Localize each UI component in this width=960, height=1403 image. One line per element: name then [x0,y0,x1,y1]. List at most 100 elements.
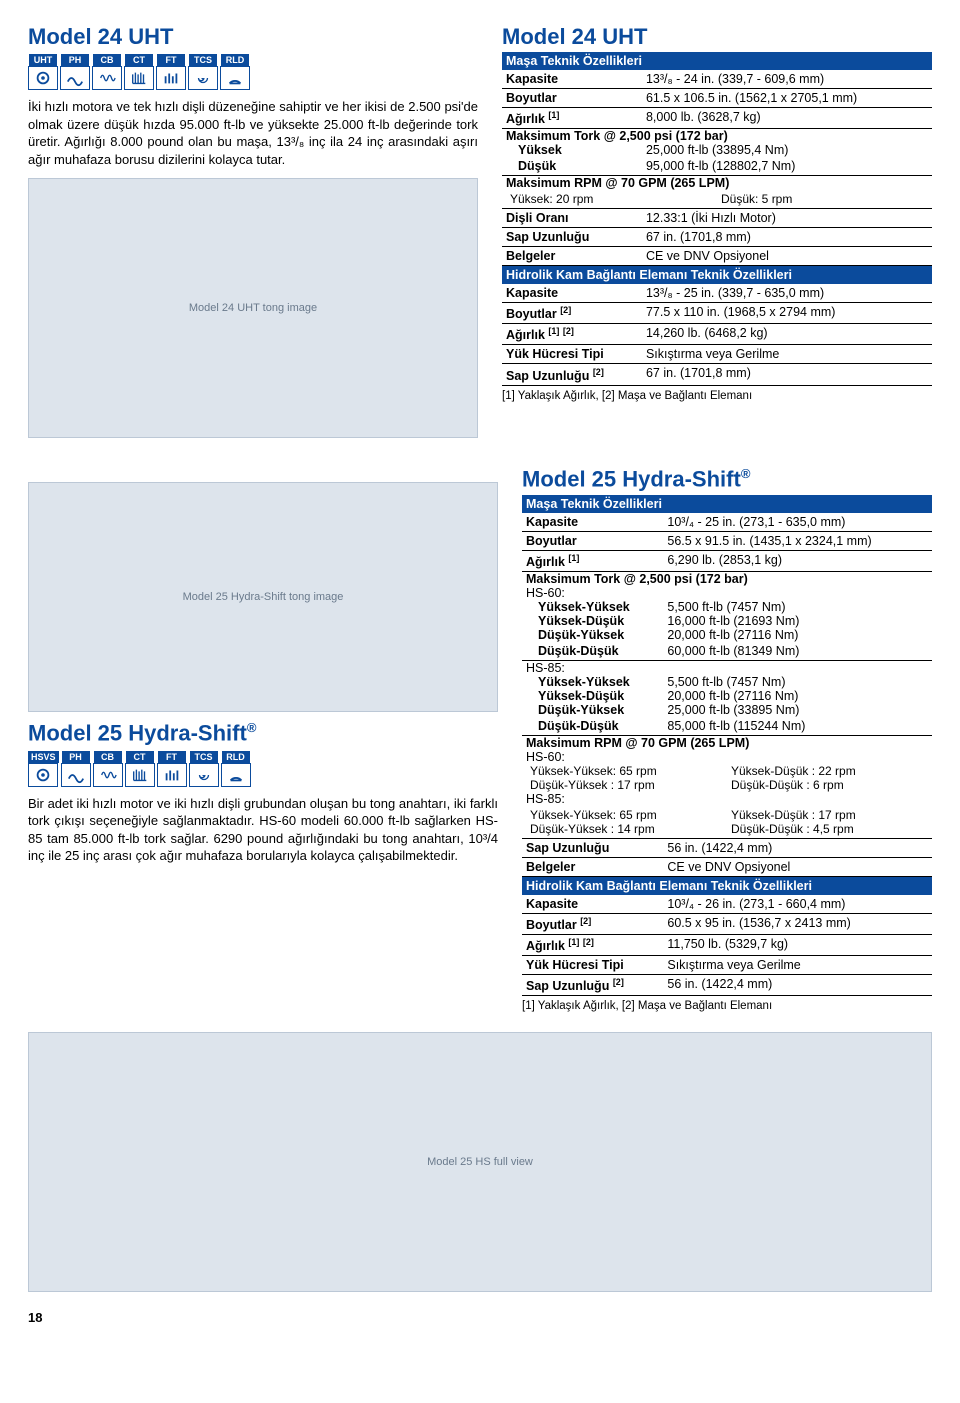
badge-ft: FT [157,751,187,787]
row-label: Boyutlar [2] [522,913,663,934]
badge-label: CB [93,54,121,66]
row-value: 6,290 lb. (2853,1 kg) [663,550,932,571]
table-row: Ağırlık [1] [2]14,260 lb. (6468,2 kg) [502,324,932,345]
table-row: Ağırlık [1]6,290 lb. (2853,1 kg) [522,550,932,571]
row-value: 8,000 lb. (3628,7 kg) [642,108,932,129]
table-row: BelgelerCE ve DNV Opsiyonel [522,857,932,876]
table-row: Düşük95,000 ft-lb (128802,7 Nm) [502,157,932,176]
row-label: Kapasite [522,895,663,914]
badge-tcs: TCS [189,751,219,787]
badge-rld: RLD [221,751,251,787]
coil-icon [92,66,122,90]
table-row: Yük Hücresi TipiSıkıştırma veya Gerilme [502,345,932,364]
row-label: Kapasite [502,284,642,303]
rpm-cell: Yüksek-Yüksek: 65 rpm [526,808,727,822]
badge-label: TCS [190,751,218,763]
table-row: Yüksek-Yüksek5,500 ft-lb (7457 Nm) [522,675,932,689]
bars-icon [157,763,187,787]
row-label: Düşük-Yüksek [522,628,663,642]
rpm-cell: Yüksek-Düşük : 22 rpm [727,764,928,778]
row-label: Ağırlık [1] [502,108,642,129]
row-label: Boyutlar [522,531,663,550]
badge-label: RLD [221,54,249,66]
row-value: 25,000 ft-lb (33895,4 Nm) [642,143,932,157]
table-row: Düşük-Düşük60,000 ft-lb (81349 Nm) [522,642,932,661]
table-row: Yüksek-Yüksek5,500 ft-lb (7457 Nm) [522,600,932,614]
row-value: 10³/₄ - 26 in. (273,1 - 660,4 mm) [663,895,932,914]
row-label: Yük Hücresi Tipi [502,345,642,364]
arc-icon [220,66,250,90]
badge-tcs: TCS [188,54,218,90]
spec1-torque-hdr: Maksimum Tork @ 2,500 psi (172 bar) [506,129,728,143]
table-row: BelgelerCE ve DNV Opsiyonel [502,247,932,266]
row-value: 67 in. (1701,8 mm) [642,228,932,247]
badge-hsvs: HSVS [28,751,59,787]
row-label: Yüksek-Düşük [522,689,663,703]
spiral-icon [188,66,218,90]
badge-label: CT [125,54,153,66]
table-row: Yüksek-Düşük20,000 ft-lb (27116 Nm) [522,689,932,703]
row-value: 11,750 lb. (5329,7 kg) [663,934,932,955]
wave-icon [60,66,90,90]
row-value: 56 in. (1422,4 mm) [663,974,932,995]
table-row: Boyutlar61.5 x 106.5 in. (1562,1 x 2705,… [502,89,932,108]
row-value: CE ve DNV Opsiyonel [663,857,932,876]
row-label: Belgeler [522,857,663,876]
spec2-header1: Maşa Teknik Özellikleri [522,495,932,513]
table-row: Sap Uzunluğu [2]56 in. (1422,4 mm) [522,974,932,995]
row-value: 56.5 x 91.5 in. (1435,1 x 2324,1 mm) [663,531,932,550]
table-row: Boyutlar56.5 x 91.5 in. (1435,1 x 2324,1… [522,531,932,550]
rpm-cell: Düşük-Yüksek : 17 rpm [526,778,727,792]
table-row: Düşük-Yüksek25,000 ft-lb (33895 Nm) [522,703,932,717]
table-row: Ağırlık [1]8,000 lb. (3628,7 kg) [502,108,932,129]
spec2-header2: Hidrolik Kam Bağlantı Elemanı Teknik Öze… [522,876,932,895]
spec1-footnote: [1] Yaklaşık Ağırlık, [2] Maşa ve Bağlan… [502,390,932,402]
spec1-title: Model 24 UHT [502,24,932,50]
row-value: 25,000 ft-lb (33895 Nm) [663,703,932,717]
spec2-hs60-label: HS-60: [522,586,932,600]
spec2-torque-hdr: Maksimum Tork @ 2,500 psi (172 bar) [526,572,748,586]
rpm-cell: Düşük-Düşük : 4,5 rpm [727,822,928,836]
badge-label: FT [157,54,185,66]
badge-label: CT [126,751,154,763]
badge-label: RLD [222,751,250,763]
row-value: 20,000 ft-lb (27116 Nm) [663,628,932,642]
table-row: Sap Uzunluğu56 in. (1422,4 mm) [522,838,932,857]
spec2-title: Model 25 Hydra-Shift® [522,466,932,492]
row-label: Ağırlık [1] [2] [502,324,642,345]
badge-ft: FT [156,54,186,90]
row-label: Yüksek-Yüksek [522,600,663,614]
table-row: Sap Uzunluğu67 in. (1701,8 mm) [502,228,932,247]
spec2-hs85-label: HS-85: [522,660,932,675]
row-value: 5,500 ft-lb (7457 Nm) [663,675,932,689]
row-value: 95,000 ft-lb (128802,7 Nm) [642,157,932,176]
row-value: 12.33:1 (İki Hızlı Motor) [642,209,932,228]
row-value: 10³/₄ - 25 in. (273,1 - 635,0 mm) [663,513,932,532]
row-value: 60.5 x 95 in. (1536,7 x 2413 mm) [663,913,932,934]
table-row: Kapasite10³/₄ - 26 in. (273,1 - 660,4 mm… [522,895,932,914]
badge-ct: CT [124,54,154,90]
rpm-cell: Düşük-Yüksek : 14 rpm [526,822,727,836]
gear-icon [28,763,58,787]
badge-ph: PH [61,751,91,787]
spec2-footnote: [1] Yaklaşık Ağırlık, [2] Maşa ve Bağlan… [522,1000,932,1012]
badge-label: PH [61,54,89,66]
row-label: Belgeler [502,247,642,266]
row-label: Düşük [502,157,642,176]
rpm-cell: Yüksek-Yüksek: 65 rpm [526,764,727,778]
row-value: 20,000 ft-lb (27116 Nm) [663,689,932,703]
row-label: Yüksek-Düşük [522,614,663,628]
table-row: Yüksek25,000 ft-lb (33895,4 Nm) [502,143,932,157]
wide-image: Model 25 HS full view [28,1032,932,1292]
wave-icon [61,763,91,787]
model1-description: İki hızlı motora ve tek hızlı dişli düze… [28,98,478,168]
row-label: Düşük-Düşük [522,642,663,661]
row-value: Sıkıştırma veya Gerilme [663,955,932,974]
badge-ct: CT [125,751,155,787]
row-value: 85,000 ft-lb (115244 Nm) [663,717,932,736]
table-row: Düşük-Yüksek20,000 ft-lb (27116 Nm) [522,628,932,642]
row-value: 77.5 x 110 in. (1968,5 x 2794 mm) [642,303,932,324]
row-label: Boyutlar [2] [502,303,642,324]
row-label: Ağırlık [1] [522,550,663,571]
row-label: Boyutlar [502,89,642,108]
